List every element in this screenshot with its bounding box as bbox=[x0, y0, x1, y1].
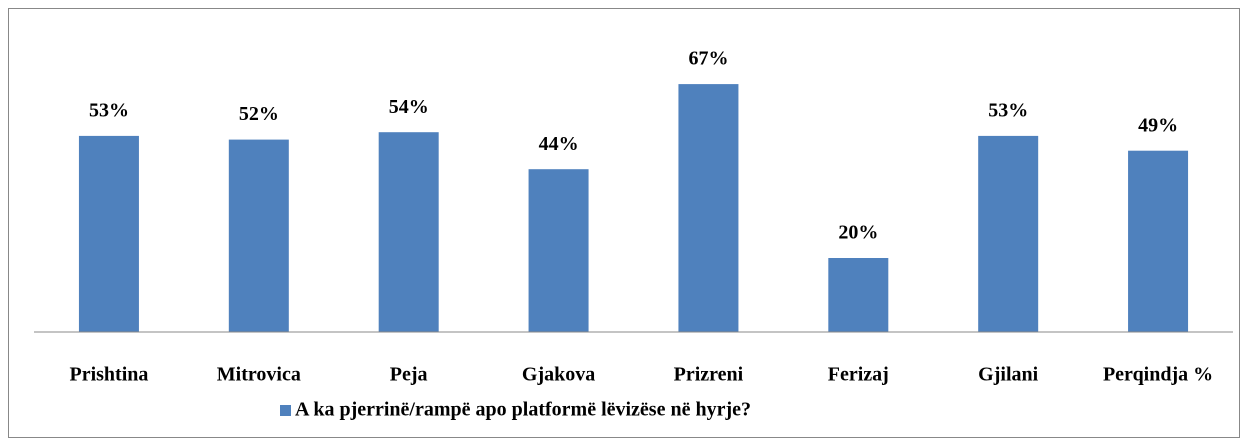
legend-label: A ka pjerrinë/rampë apo platformë lëvizë… bbox=[295, 399, 751, 421]
x-tick-label: Prishtina bbox=[69, 364, 148, 386]
bar bbox=[678, 84, 739, 332]
data-label: 53% bbox=[89, 99, 129, 121]
bar bbox=[378, 132, 439, 332]
bar bbox=[528, 169, 589, 332]
data-label: 67% bbox=[688, 48, 728, 70]
x-tick-label: Mitrovica bbox=[217, 364, 301, 386]
bar bbox=[228, 139, 289, 332]
bar bbox=[78, 135, 139, 332]
data-label: 53% bbox=[988, 99, 1028, 121]
data-label: 52% bbox=[239, 103, 279, 125]
legend-swatch bbox=[280, 405, 291, 416]
x-tick-label: Perqindja % bbox=[1103, 364, 1213, 386]
data-label: 20% bbox=[838, 222, 878, 244]
x-tick-label: Peja bbox=[390, 364, 428, 386]
bar bbox=[1128, 150, 1189, 332]
data-label: 44% bbox=[539, 133, 579, 155]
x-tick-label: Prizreni bbox=[674, 364, 744, 386]
bar bbox=[828, 258, 889, 332]
x-tick-label: Gjakova bbox=[522, 364, 595, 386]
data-label: 54% bbox=[389, 96, 429, 118]
data-label: 49% bbox=[1138, 114, 1178, 136]
chart-frame bbox=[8, 8, 1240, 438]
bar bbox=[978, 135, 1039, 332]
x-tick-label: Ferizaj bbox=[828, 364, 889, 386]
x-tick-label: Gjilani bbox=[978, 364, 1038, 386]
